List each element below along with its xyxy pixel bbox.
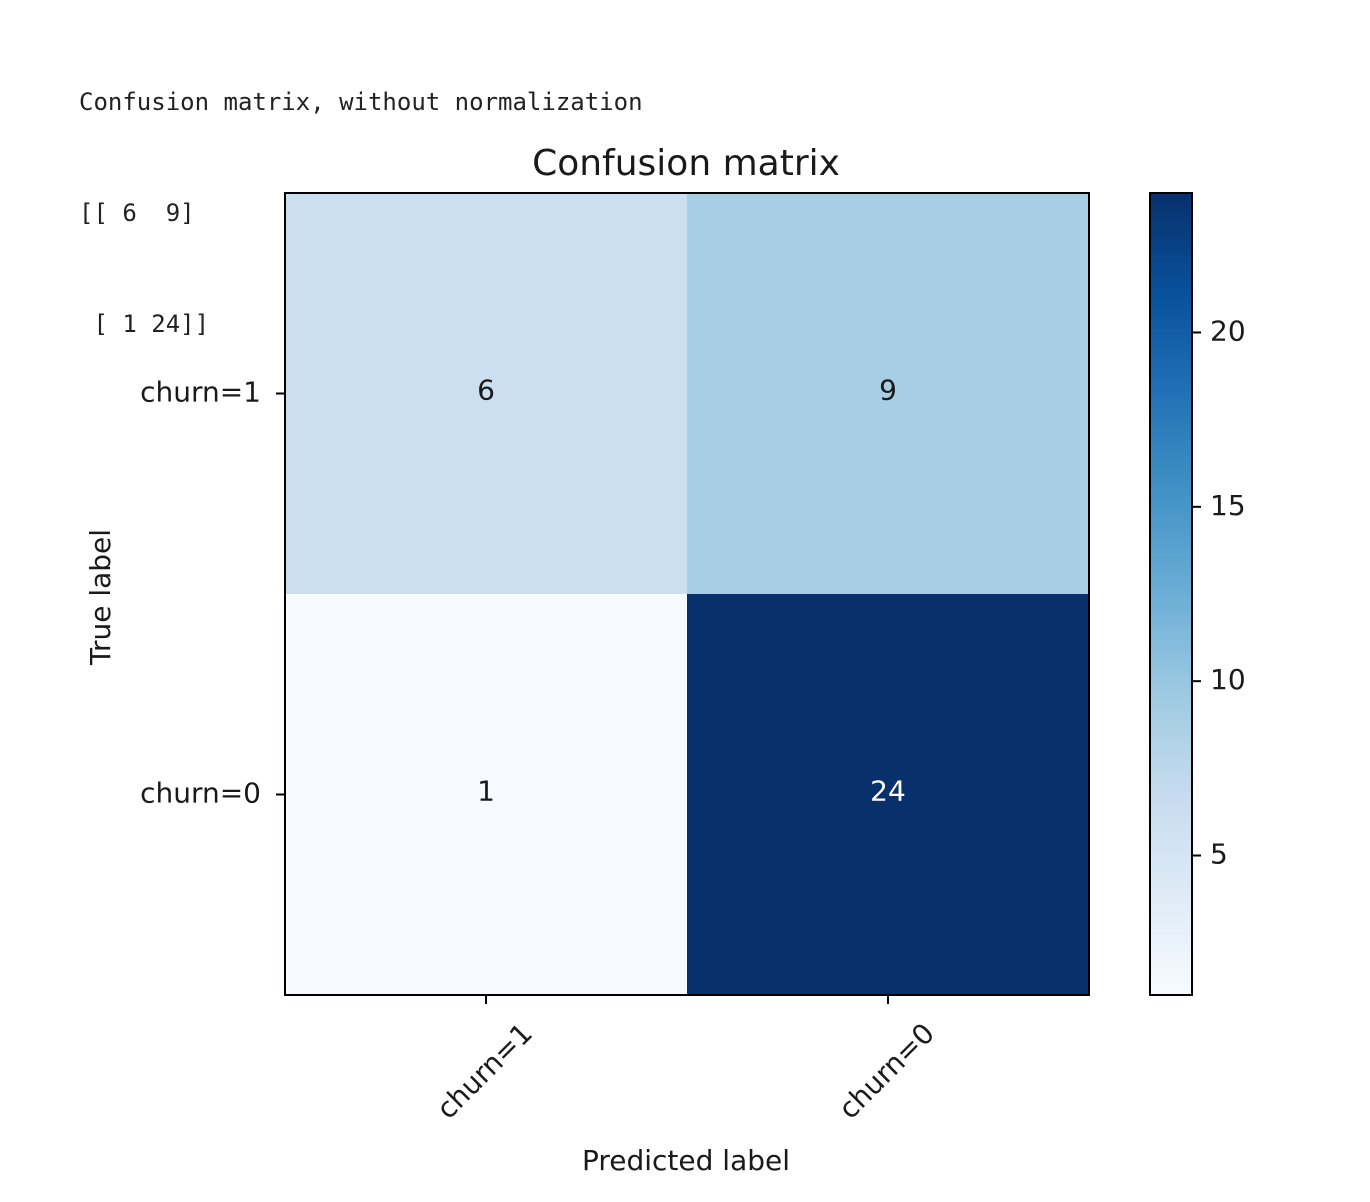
x-axis-ticks: churn=1 churn=0: [430, 995, 941, 1125]
colorbar-tick-label: 15: [1210, 489, 1246, 522]
colorbar-tick-label: 20: [1210, 314, 1246, 347]
console-line: [ 1 24]]: [79, 310, 210, 338]
heatmap-cell: [687, 193, 1089, 594]
console-line: Confusion matrix, without normalization: [79, 88, 643, 116]
colorbar-frame: [1149, 192, 1193, 996]
heatmap-cells: 6 9 1 24: [285, 193, 1089, 995]
heatmap-cell: [285, 193, 687, 594]
x-tick-label: churn=0: [832, 1017, 941, 1126]
cell-value-label: 6: [477, 374, 495, 407]
y-tick-label: churn=0: [140, 777, 261, 810]
colorbar-tick-label: 5: [1210, 838, 1228, 871]
console-line: [[ 6 9]: [79, 199, 195, 227]
colorbar-gradient: [1150, 193, 1192, 995]
plot-frame: [284, 192, 1090, 996]
heatmap-cell: [285, 594, 687, 995]
x-tick-label: churn=1: [430, 1017, 539, 1126]
y-axis-label: True label: [84, 529, 117, 666]
cell-value-label: 9: [879, 374, 897, 407]
x-axis-label: Predicted label: [582, 1144, 790, 1177]
heatmap-cell: [687, 594, 1089, 995]
colorbar-tick-label: 10: [1210, 663, 1246, 696]
y-tick-label: churn=1: [140, 376, 261, 409]
cell-value-label: 24: [870, 775, 906, 808]
chart-title: Confusion matrix: [532, 143, 840, 184]
colorbar: 5 10 15 20: [1149, 192, 1246, 996]
y-axis-ticks: churn=1 churn=0: [140, 376, 285, 810]
console-output: Confusion matrix, without normalization …: [79, 10, 643, 380]
cell-value-label: 1: [477, 775, 495, 808]
